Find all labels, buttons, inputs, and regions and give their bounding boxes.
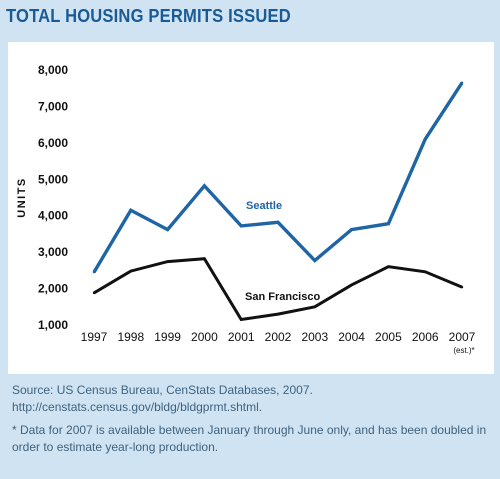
y-tick-label: 2,000 bbox=[38, 282, 68, 296]
y-tick-label: 7,000 bbox=[38, 99, 68, 113]
series-line-seattle bbox=[92, 81, 464, 274]
y-tick-label: 4,000 bbox=[38, 209, 68, 223]
y-tick-label: 6,000 bbox=[38, 136, 68, 150]
data-point-san-francisco bbox=[424, 270, 427, 274]
data-point-san-francisco bbox=[313, 305, 316, 308]
data-point-san-francisco bbox=[203, 257, 206, 260]
x-tick-label: 2001 bbox=[228, 330, 255, 344]
data-point-san-francisco bbox=[276, 312, 280, 316]
chart-title: TOTAL HOUSING PERMITS ISSUED bbox=[6, 6, 291, 26]
x-tick-label: 2007 bbox=[449, 330, 476, 344]
data-point-seattle bbox=[92, 270, 96, 274]
x-tick-label: 2000 bbox=[191, 330, 218, 344]
x-tick-label: 2002 bbox=[265, 330, 292, 344]
x-tick-label: 2005 bbox=[375, 330, 402, 344]
y-tick-label: 1,000 bbox=[38, 318, 68, 332]
x-tick-label: 1998 bbox=[117, 330, 144, 344]
line-chart: 1,000 2,000 3,000 4,000 5,000 6,000 7,000 8,000… bbox=[16, 63, 476, 355]
data-point-seattle bbox=[313, 259, 316, 262]
x-tick-label: 2004 bbox=[338, 330, 365, 344]
data-point-seattle bbox=[129, 209, 132, 212]
data-point-seattle bbox=[460, 81, 464, 84]
y-tick-label: 5,000 bbox=[38, 172, 68, 186]
data-point-seattle bbox=[424, 138, 427, 141]
x-tick-label: 1999 bbox=[154, 330, 181, 344]
series-line-san-francisco bbox=[93, 257, 463, 322]
series-label-seattle: Seattle bbox=[246, 200, 282, 212]
data-point-seattle bbox=[276, 221, 280, 224]
data-point-seattle bbox=[203, 184, 206, 188]
data-point-san-francisco bbox=[240, 318, 243, 321]
data-point-san-francisco bbox=[387, 265, 390, 268]
footer: Source: US Census Bureau, CenStats Datab… bbox=[12, 382, 490, 462]
chart-panel: 1,000 2,000 3,000 4,000 5,000 6,000 7,000 8,000… bbox=[8, 42, 494, 374]
data-point-san-francisco bbox=[166, 260, 169, 263]
data-point-san-francisco bbox=[350, 283, 353, 287]
y-tick-label: 3,000 bbox=[38, 245, 68, 259]
x-tick-label: 1997 bbox=[81, 330, 108, 344]
y-axis-label: UNITS bbox=[16, 177, 28, 218]
series-label-san-francisco: San Francisco bbox=[245, 291, 320, 303]
data-point-san-francisco bbox=[92, 291, 96, 295]
estimate-note: * Data for 2007 is available between Jan… bbox=[12, 423, 487, 454]
data-point-seattle bbox=[240, 224, 243, 228]
x-tick-note: (est.)* bbox=[453, 346, 474, 355]
data-point-seattle bbox=[387, 222, 390, 225]
data-point-san-francisco bbox=[460, 285, 464, 289]
data-point-seattle bbox=[166, 228, 169, 231]
x-tick-label: 2006 bbox=[412, 330, 439, 344]
y-tick-label: 8,000 bbox=[38, 63, 68, 77]
source-note: Source: US Census Bureau, CenStats Datab… bbox=[12, 383, 313, 414]
x-tick-label: 2003 bbox=[301, 330, 328, 344]
data-point-san-francisco bbox=[129, 269, 132, 273]
data-point-seattle bbox=[350, 228, 353, 231]
